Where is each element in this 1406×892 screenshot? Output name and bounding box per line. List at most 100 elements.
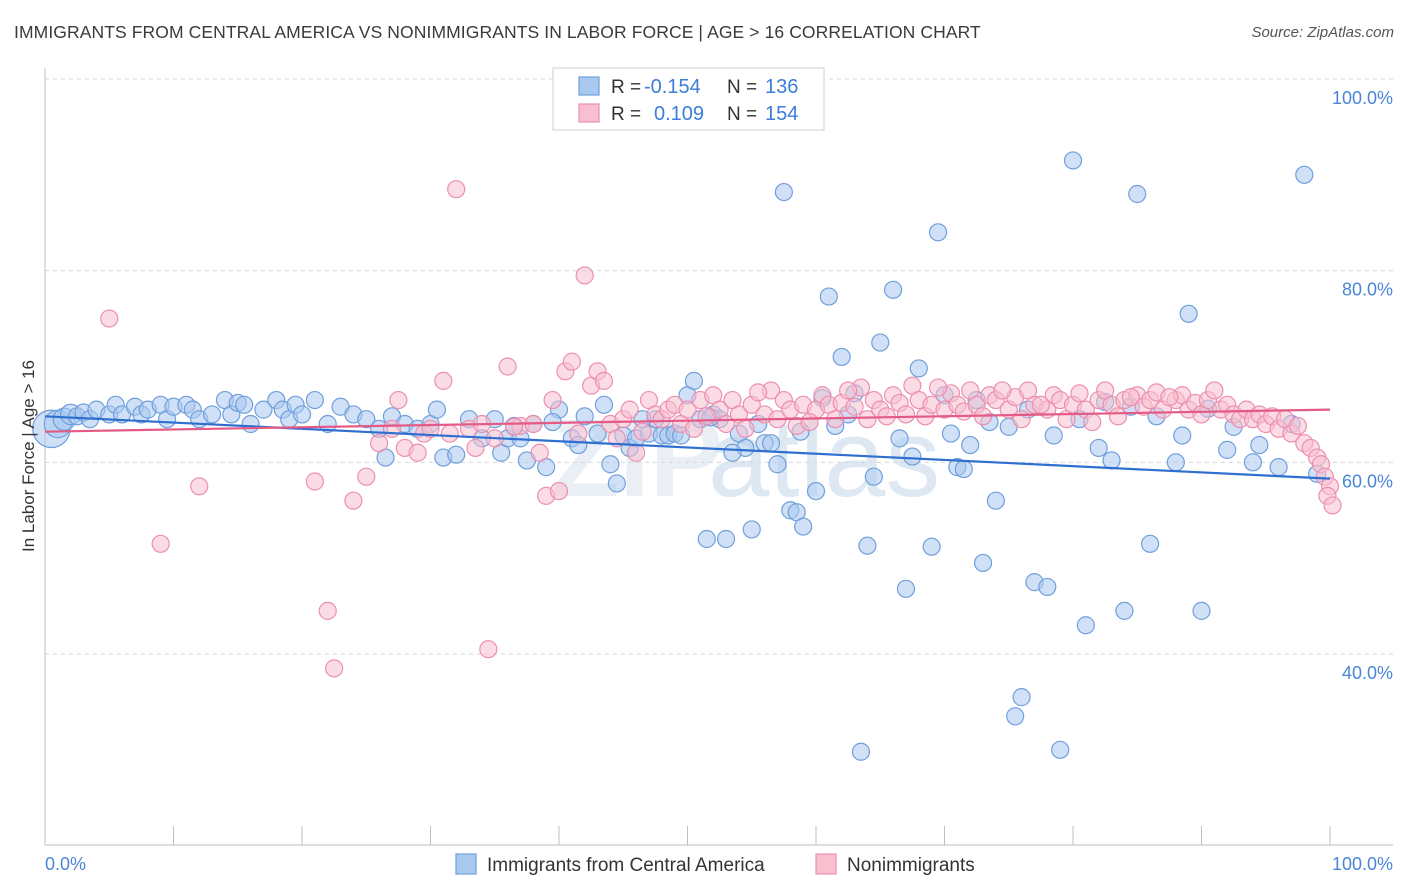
legend: Immigrants from Central America Nonimmig… [455,853,975,876]
stats-r-value-pink: 0.109 [654,103,704,125]
point-immigrants [961,435,980,455]
point-immigrants [575,407,594,426]
point-immigrants [684,371,704,390]
trend-line-nonimmigrants [44,408,1331,433]
point-immigrants [1173,426,1192,445]
point-nonimmigrants [1012,410,1031,429]
point-immigrants [928,223,948,242]
point-immigrants [1128,184,1147,204]
point-immigrants [896,579,916,598]
point-immigrants [986,491,1006,510]
point-nonimmigrants [305,472,324,491]
point-immigrants [1012,688,1031,707]
point-immigrants [1192,601,1211,620]
point-immigrants [305,390,324,410]
y-axis-title: In Labor Force | Age > 16 [19,360,38,552]
point-nonimmigrants [1121,388,1140,407]
point-immigrants [1140,534,1160,553]
stats-box: R = -0.154 N = 136 R = 0.109 N = 154 [552,67,825,131]
point-immigrants [890,429,909,448]
point-nonimmigrants [594,371,614,390]
point-immigrants [601,455,620,474]
point-immigrants [1250,435,1269,455]
point-immigrants [832,347,851,367]
point-immigrants [1006,707,1025,726]
point-nonimmigrants [479,640,498,659]
point-nonimmigrants [1160,388,1179,407]
point-immigrants [909,359,928,378]
stats-swatch-pink [578,103,600,123]
point-nonimmigrants [447,180,466,199]
axes [44,68,1393,846]
point-nonimmigrants [100,309,119,328]
point-nonimmigrants [408,443,427,462]
point-immigrants [292,405,312,424]
point-immigrants [768,455,787,474]
y-tick-label: 100.0% [1332,88,1393,108]
point-nonimmigrants [498,357,517,376]
point-immigrants [697,529,716,549]
point-nonimmigrants [1323,496,1342,515]
point-immigrants [742,520,761,539]
point-immigrants [254,400,273,419]
point-nonimmigrants [569,424,588,443]
point-immigrants [1269,458,1288,477]
point-nonimmigrants [839,381,858,400]
point-immigrants [723,443,742,462]
trend-line-immigrants [44,415,1331,480]
point-nonimmigrants [697,407,716,426]
point-nonimmigrants [562,352,581,371]
point-nonimmigrants [325,659,344,678]
point-nonimmigrants [896,405,916,424]
point-nonimmigrants [382,419,402,438]
point-immigrants [1243,453,1263,472]
point-nonimmigrants [318,601,337,620]
point-immigrants [973,553,993,573]
point-nonimmigrants [504,417,524,436]
point-immigrants [819,287,838,306]
point-nonimmigrants [466,438,485,458]
point-nonimmigrants [993,381,1012,400]
point-nonimmigrants [549,481,569,501]
point-nonimmigrants [530,443,549,462]
stats-swatch-blue [578,76,600,96]
point-nonimmigrants [370,434,389,453]
legend-swatch-immigrants [455,853,477,875]
point-immigrants [1089,438,1108,458]
stats-n-value-blue: 136 [765,76,798,98]
trend-lines [44,408,1331,480]
point-immigrants [954,459,973,479]
point-immigrants [1295,165,1314,184]
point-immigrants [607,474,626,493]
point-nonimmigrants [678,400,697,419]
tick-labels: 40.0% 60.0% 80.0% 100.0% 0.0% 100.0% [45,88,1393,874]
y-tick-label: 60.0% [1342,471,1393,491]
gridlines [45,78,1393,655]
point-immigrants [1218,440,1237,459]
point-nonimmigrants [1108,407,1128,426]
point-nonimmigrants [440,424,459,443]
legend-swatch-nonimmigrants [815,853,837,875]
point-immigrants [761,434,781,453]
point-immigrants [851,742,871,761]
point-nonimmigrants [736,419,755,438]
point-nonimmigrants [344,491,363,510]
point-immigrants [883,280,903,299]
point-immigrants [235,395,254,414]
x-tick-label: 100.0% [1332,854,1393,874]
point-nonimmigrants [620,400,639,419]
point-nonimmigrants [434,371,453,390]
point-immigrants [858,536,877,555]
point-nonimmigrants [190,477,209,496]
point-immigrants [447,445,466,464]
point-nonimmigrants [389,390,408,410]
point-nonimmigrants [1070,384,1089,403]
y-tick-label: 40.0% [1342,663,1393,683]
point-immigrants [1179,304,1198,323]
point-immigrants [1115,601,1134,620]
point-nonimmigrants [626,443,646,462]
point-immigrants [774,182,793,202]
point-nonimmigrants [543,390,562,410]
point-immigrants [806,481,826,501]
point-nonimmigrants [151,534,170,553]
